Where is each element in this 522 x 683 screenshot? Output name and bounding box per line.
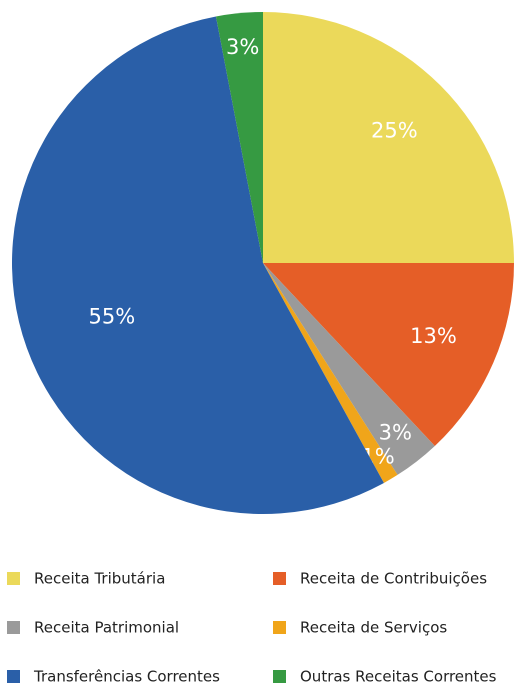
- legend-swatch: [273, 670, 286, 683]
- legend-label: Outras Receitas Correntes: [300, 668, 497, 683]
- pie-slice: [12, 16, 384, 514]
- legend-swatch: [273, 572, 286, 585]
- legend-label: Transferências Correntes: [33, 668, 220, 683]
- pie-slice: [263, 263, 435, 475]
- legend-label: Receita Patrimonial: [34, 619, 179, 637]
- legend-swatch: [7, 670, 20, 683]
- pie-slice: [263, 263, 398, 483]
- pie-slice: [263, 263, 514, 446]
- slice-label: 3%: [226, 35, 259, 59]
- pie-slice: [215, 12, 263, 263]
- slice-label: 25%: [371, 119, 418, 143]
- pie-slice: [263, 12, 514, 263]
- slice-label: 13%: [410, 324, 457, 348]
- legend-label: Receita de Serviços: [300, 619, 447, 637]
- legend-swatch: [7, 572, 20, 585]
- legend-swatch: [7, 621, 20, 634]
- legend-label: Receita Tributária: [34, 570, 165, 588]
- legend-swatch: [273, 621, 286, 634]
- slice-label: 55%: [89, 304, 136, 328]
- legend-label: Receita de Contribuições: [300, 570, 487, 588]
- slice-label: 3%: [379, 421, 412, 445]
